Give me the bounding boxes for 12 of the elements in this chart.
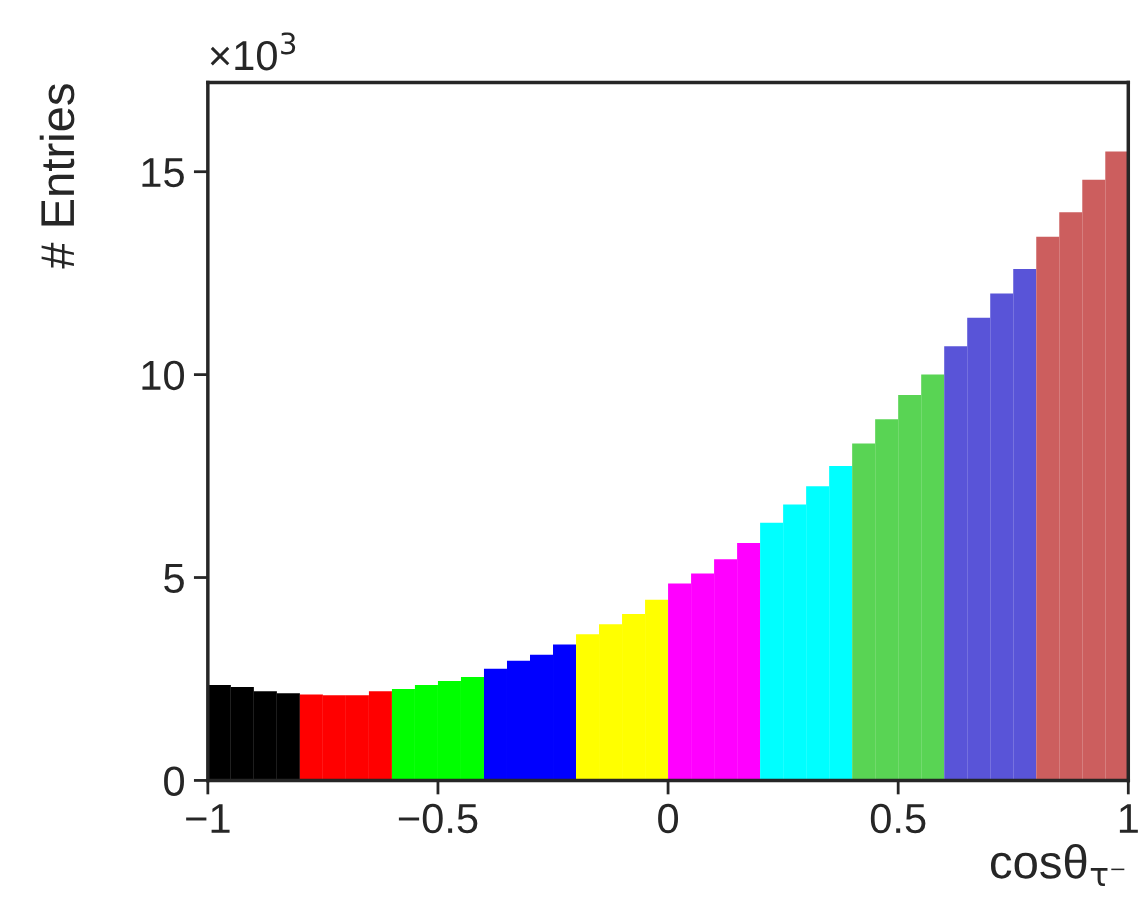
x-tick-label: −1 bbox=[186, 804, 230, 833]
y-tick-label: 15 bbox=[142, 158, 184, 188]
x-tick-label: 1 bbox=[1119, 804, 1138, 833]
text: ×10$^{3}$ bbox=[210, 32, 296, 71]
y-tick-label: 5 bbox=[164, 563, 184, 594]
x-tick-label: 0 bbox=[658, 803, 679, 834]
y-axis-title: # Entries bbox=[39, 84, 75, 269]
y-tick-label: 10 bbox=[142, 360, 184, 391]
x-axis-title: cosθ$_{τ⁻}$ bbox=[991, 844, 1125, 886]
x-tick-label: −0.5 bbox=[398, 803, 478, 834]
y-tick-label: 0 bbox=[164, 766, 184, 796]
x-tick-label: 0.5 bbox=[870, 803, 926, 834]
